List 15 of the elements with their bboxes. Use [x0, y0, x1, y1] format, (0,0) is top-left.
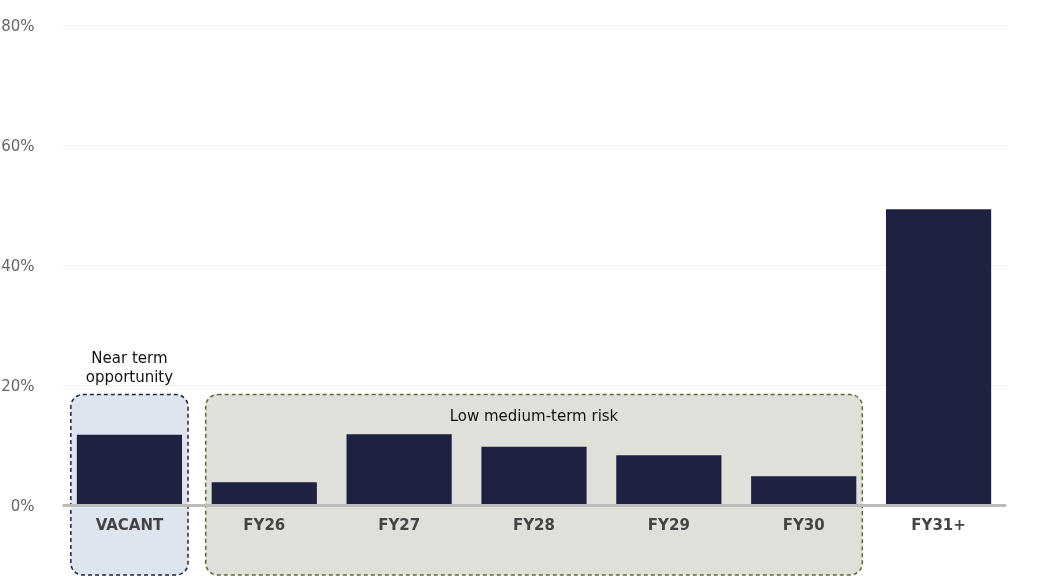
x-tick-label: VACANT — [95, 515, 164, 534]
x-tick-label: FY27 — [378, 515, 421, 534]
band-label: Low medium-term risk — [449, 406, 619, 425]
x-tick-label: FY30 — [782, 515, 825, 534]
x-tick-label: FY26 — [243, 515, 286, 534]
y-tick-label: 20% — [1, 376, 35, 395]
y-tick-label: 60% — [1, 136, 35, 155]
bar — [885, 209, 992, 505]
band-label: Near term opportunity — [85, 348, 174, 386]
x-tick-label: FY29 — [647, 515, 690, 534]
y-tick-label: 80% — [1, 16, 35, 35]
y-tick-label: 40% — [1, 256, 35, 275]
x-tick-label: FY31+ — [911, 515, 966, 534]
x-tick-label: FY28 — [513, 515, 555, 534]
y-tick-label: 0% — [10, 496, 35, 515]
